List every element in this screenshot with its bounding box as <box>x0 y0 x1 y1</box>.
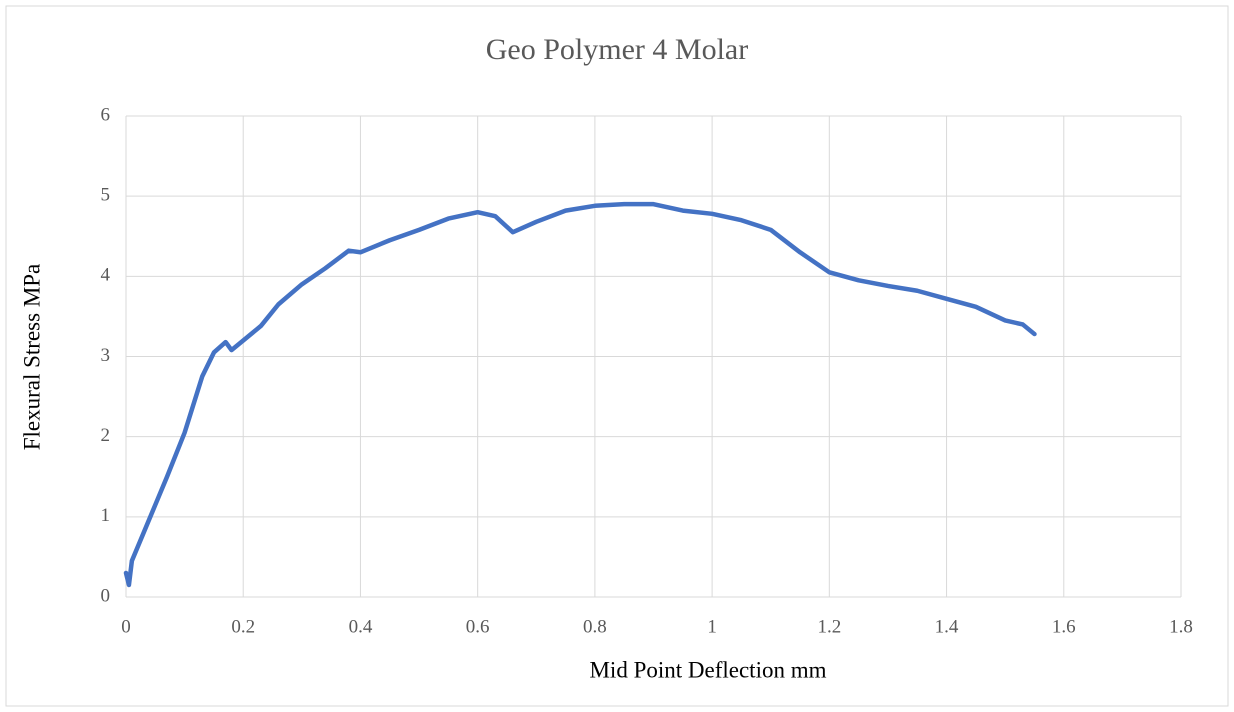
y-tick-label: 3 <box>101 345 111 366</box>
x-tick-label: 0.2 <box>231 616 255 637</box>
y-tick-label: 0 <box>101 585 111 606</box>
x-tick-label: 1.4 <box>935 616 959 637</box>
x-axis-label: Mid Point Deflection mm <box>589 657 826 682</box>
x-tick-label: 1 <box>707 616 717 637</box>
x-tick-label: 0 <box>121 616 131 637</box>
y-axis-label: Flexural Stress MPa <box>19 264 44 451</box>
x-tick-label: 1.6 <box>1052 616 1076 637</box>
y-tick-label: 6 <box>101 104 111 125</box>
y-tick-label: 5 <box>101 185 111 206</box>
x-tick-label: 1.2 <box>817 616 841 637</box>
chart-title: Geo Polymer 4 Molar <box>486 33 748 66</box>
y-tick-label: 1 <box>101 505 111 526</box>
data-line <box>123 201 1037 588</box>
x-tick-label: 1.8 <box>1169 616 1193 637</box>
x-tick-label: 0.8 <box>583 616 607 637</box>
y-tick-label: 2 <box>101 425 111 446</box>
y-tick-label: 4 <box>101 265 111 286</box>
x-tick-label: 0.6 <box>466 616 490 637</box>
x-tick-label: 0.4 <box>349 616 373 637</box>
